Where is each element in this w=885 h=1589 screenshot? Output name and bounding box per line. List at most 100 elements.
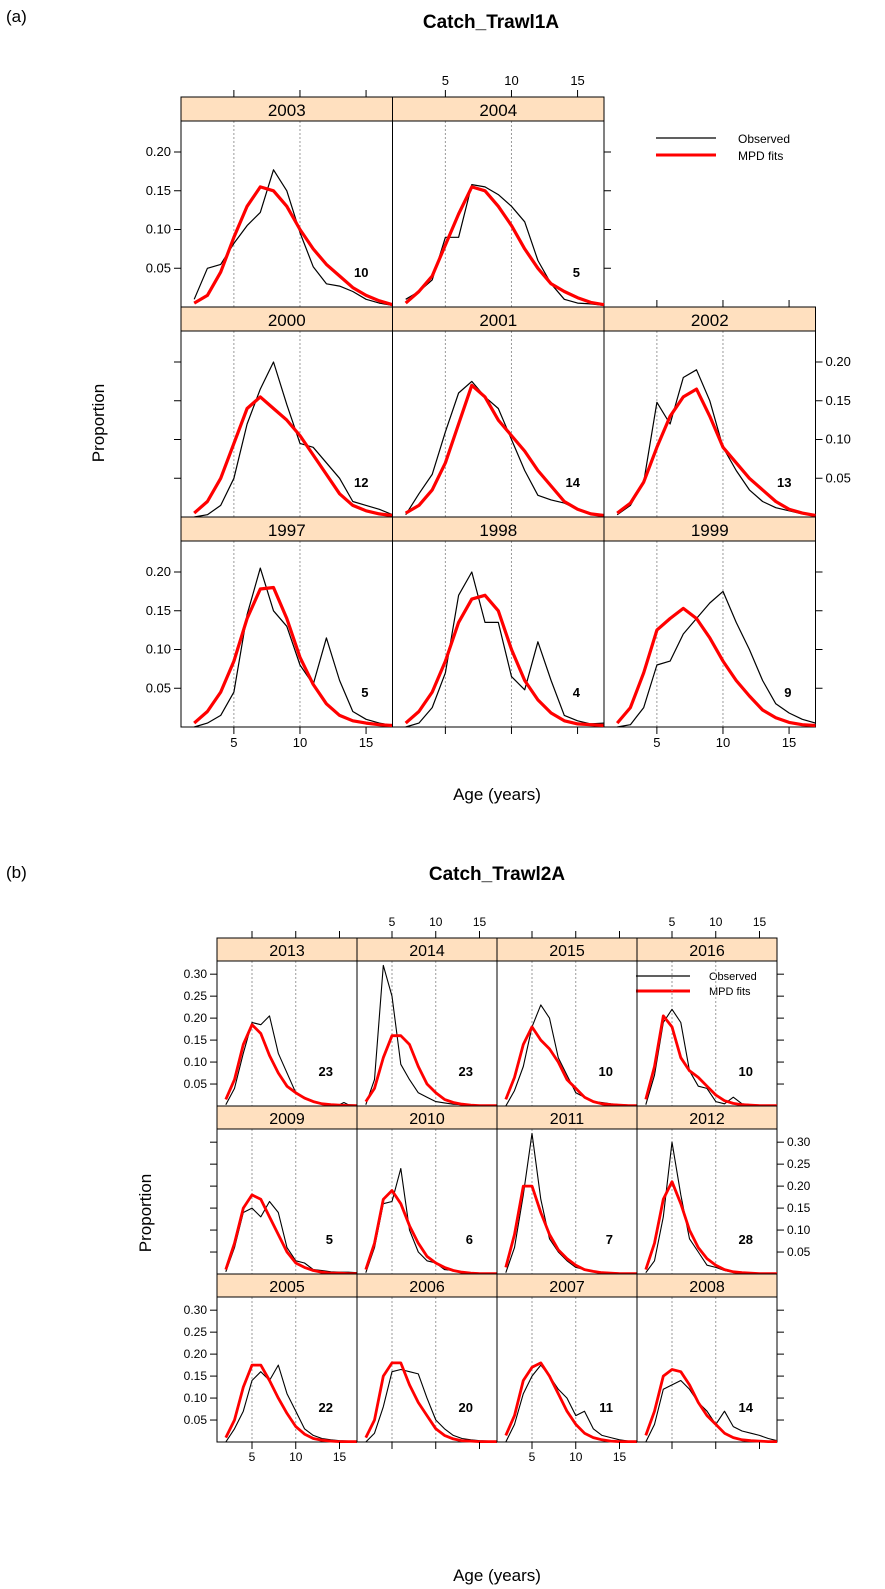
strip-1997	[180, 516, 393, 542]
y-tick-label-2005-5: 0.30	[184, 1303, 208, 1317]
panel-2000: 2000 12	[174, 306, 393, 518]
y-tick-label-2003-1: 0.10	[146, 222, 171, 237]
plot-frame-2012	[636, 1128, 778, 1275]
observed-line-2000	[194, 361, 393, 518]
sample-size-2004: 5	[573, 265, 580, 280]
strip-label-2001: 2001	[479, 311, 517, 330]
fit-line-2004	[404, 185, 605, 307]
y-tick-label-2003-3: 0.20	[146, 144, 171, 159]
panel-2014: 2014 23 5 10 15	[356, 915, 498, 1107]
fit-line-2013	[224, 1023, 357, 1107]
panel-2011: 2011 7	[496, 1105, 638, 1275]
x-tick-label-2007-2: 15	[613, 1450, 627, 1464]
x-top-tick-label-2016-2: 15	[753, 915, 767, 929]
observed-line-2004	[405, 184, 605, 306]
x-tick-label-1997-1: 10	[293, 735, 307, 750]
plot-frame-2005	[216, 1296, 358, 1443]
y-axis-label-b: Proportion	[136, 1174, 155, 1252]
strip-label-2008: 2008	[689, 1279, 725, 1296]
y-tick-label-2002-2: 0.15	[826, 393, 851, 408]
sample-size-2014: 23	[459, 1064, 473, 1079]
observed-line-2008	[645, 1379, 778, 1443]
fit-line-2008	[644, 1368, 777, 1443]
y-tick-label-2012-1: 0.10	[787, 1223, 811, 1237]
sample-size-2016: 10	[739, 1064, 753, 1079]
strip-label-2005: 2005	[269, 1279, 305, 1296]
strip-1999	[603, 516, 816, 542]
fit-line-2014	[364, 1034, 497, 1107]
x-axis-label-a: Age (years)	[453, 785, 541, 804]
fit-line-2007	[504, 1361, 637, 1443]
panel-1997: 1997 5 0.05 0.10 0.15 0.20 5 10 15	[146, 516, 393, 750]
sample-size-2015: 10	[599, 1064, 613, 1079]
y-tick-label-2013-0: 0.05	[184, 1077, 208, 1091]
strip-label-2002: 2002	[691, 311, 729, 330]
y-tick-label-2005-2: 0.15	[184, 1369, 208, 1383]
sample-size-2001: 14	[566, 475, 581, 490]
y-tick-label-2013-4: 0.25	[184, 989, 208, 1003]
x-tick-label-1997-0: 5	[230, 735, 237, 750]
panel-1998: 1998 4	[392, 516, 605, 734]
panel-2009: 2009 5	[210, 1105, 358, 1275]
fit-line-1998	[404, 593, 605, 728]
y-tick-label-1997-2: 0.15	[146, 603, 171, 618]
x-tick-label-2007-1: 10	[569, 1450, 583, 1464]
fit-line-1999	[615, 606, 816, 728]
panel-2007: 2007 11 5 10 15	[496, 1273, 638, 1464]
observed-line-2007	[505, 1364, 638, 1443]
plot-frame-2006	[356, 1296, 498, 1443]
y-tick-label-2005-4: 0.25	[184, 1325, 208, 1339]
panel-2004: 2004 5 5 10 15	[392, 73, 611, 308]
observed-line-2010	[365, 1167, 498, 1275]
panel-1999: 1999 9 5 10 15	[603, 516, 823, 750]
strip-label-2007: 2007	[549, 1279, 585, 1296]
observed-line-2005	[225, 1364, 358, 1443]
sample-size-2005: 22	[319, 1400, 333, 1415]
y-tick-label-2012-4: 0.25	[787, 1157, 811, 1171]
strip-label-2000: 2000	[268, 311, 306, 330]
sample-size-2010: 6	[466, 1232, 473, 1247]
sample-size-1999: 9	[784, 685, 791, 700]
y-tick-label-2013-3: 0.20	[184, 1011, 208, 1025]
y-tick-label-2012-3: 0.20	[787, 1179, 811, 1193]
chart-title-b: Catch_Trawl2A	[429, 864, 565, 885]
fit-line-1997	[193, 585, 393, 728]
observed-line-2003	[193, 169, 393, 306]
fit-line-2016	[644, 1014, 777, 1107]
x-top-tick-label-2014-1: 10	[429, 915, 443, 929]
plot-frame-1999	[603, 540, 816, 728]
sample-size-2009: 5	[326, 1232, 333, 1247]
panel-2008: 2008 14	[636, 1273, 784, 1449]
x-top-tick-label-2004-0: 5	[442, 73, 449, 88]
plot-frame-2008	[636, 1296, 778, 1443]
plot-frame-2011	[496, 1128, 638, 1275]
observed-line-2011	[505, 1132, 637, 1275]
x-top-tick-label-2014-2: 15	[473, 915, 487, 929]
y-tick-label-2013-1: 0.10	[184, 1055, 208, 1069]
x-tick-label-1999-2: 15	[782, 735, 796, 750]
y-tick-label-1997-0: 0.05	[146, 680, 171, 695]
panel-2010: 2010 6	[356, 1105, 498, 1275]
sample-size-2006: 20	[459, 1400, 473, 1415]
x-tick-label-1997-2: 15	[359, 735, 373, 750]
panel-label-b: (b)	[6, 863, 27, 882]
x-tick-label-2005-0: 5	[249, 1450, 256, 1464]
strip-2001	[392, 306, 605, 332]
legend-b-fit-label: MPD fits	[709, 986, 751, 998]
y-tick-label-2012-2: 0.15	[787, 1201, 811, 1215]
panel-2003: 2003 10 0.05 0.10 0.15 0.20	[146, 90, 393, 308]
panel-2001: 2001 14	[392, 306, 605, 518]
strip-label-2013: 2013	[269, 943, 305, 960]
x-axis-label-b: Age (years)	[453, 1566, 541, 1585]
panel-2012: 2012 28 0.05 0.10 0.15 0.20 0.25 0.30	[636, 1105, 811, 1275]
observed-line-2014	[365, 964, 497, 1107]
observed-line-2013	[225, 1015, 358, 1106]
sample-size-2002: 13	[777, 475, 791, 490]
y-tick-label-2003-2: 0.15	[146, 183, 171, 198]
strip-label-2010: 2010	[409, 1111, 445, 1128]
strip-label-2014: 2014	[409, 943, 445, 960]
fit-line-2012	[644, 1180, 777, 1275]
observed-line-1997	[194, 567, 393, 728]
fit-line-2015	[504, 1025, 637, 1107]
observed-line-1999	[617, 590, 816, 728]
